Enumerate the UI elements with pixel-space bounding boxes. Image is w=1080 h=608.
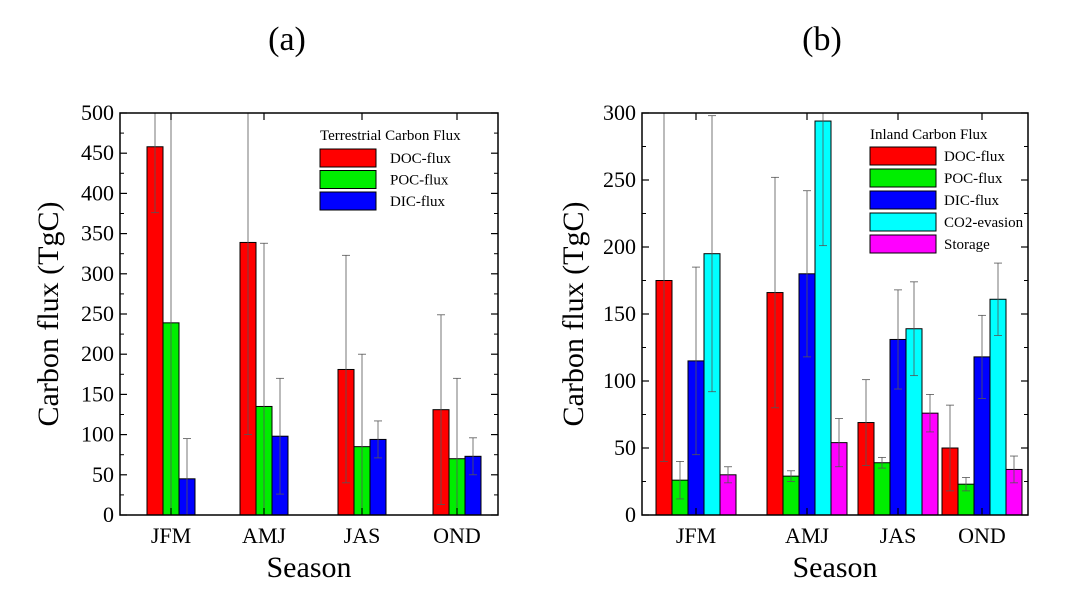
legend-label: Storage <box>944 237 990 253</box>
bar <box>873 462 891 515</box>
plot-area <box>146 113 482 515</box>
panel-label: (a) <box>268 21 306 58</box>
y-axis-title: Carbon flux (TgC) <box>557 202 590 427</box>
legend-title: Terrestrial Carbon Flux <box>320 128 461 144</box>
x-tick-label: OND <box>958 523 1006 548</box>
x-axis-title: Season <box>267 551 352 584</box>
y-tick-label: 0 <box>103 502 114 527</box>
x-tick-label: AMJ <box>242 523 286 548</box>
legend-label: DOC-flux <box>944 149 1005 165</box>
y-tick-label: 400 <box>81 180 114 205</box>
x-tick-label: JAS <box>880 523 917 548</box>
y-tick-label: 300 <box>603 100 636 125</box>
legend-swatch <box>319 170 377 189</box>
chart-panel-a: (a) 0 50 100 150 200 250 300 350 400 450 500 JFM AMJ J… <box>32 21 499 584</box>
x-tick-label: JFM <box>151 523 191 548</box>
chart-panel-b: (b) 0 50 100 150 200 250 300 JFM AMJ JAS OND Season C… <box>557 21 1029 584</box>
legend-label: POC-flux <box>944 171 1003 187</box>
legend-swatch <box>869 212 937 232</box>
x-tick-label: JAS <box>344 523 381 548</box>
y-tick-label: 300 <box>81 261 114 286</box>
legend-label: CO2-evasion <box>944 215 1024 231</box>
y-tick-label: 250 <box>81 301 114 326</box>
x-tick-label: JFM <box>676 523 716 548</box>
y-tick-label: 100 <box>81 422 114 447</box>
bar <box>782 475 800 515</box>
legend-label: DIC-flux <box>944 193 999 209</box>
legend-label: POC-flux <box>390 173 449 189</box>
y-tick-label: 50 <box>92 462 114 487</box>
y-tick-label: 150 <box>81 381 114 406</box>
y-tick-label: 500 <box>81 100 114 125</box>
legend-label: DIC-flux <box>390 194 445 210</box>
x-tick-label: OND <box>433 523 481 548</box>
y-tick-label: 350 <box>81 221 114 246</box>
x-axis-title: Season <box>793 551 878 584</box>
y-tick-label: 250 <box>603 167 636 192</box>
y-tick-label: 200 <box>603 234 636 259</box>
panel-label: (b) <box>802 21 842 58</box>
x-tick-label: AMJ <box>785 523 829 548</box>
y-tick-label: 200 <box>81 341 114 366</box>
y-axis-title: Carbon flux (TgC) <box>32 202 65 427</box>
y-tick-label: 50 <box>614 435 636 460</box>
legend-title: Inland Carbon Flux <box>870 127 988 143</box>
legend-swatch <box>319 148 377 168</box>
legend-label: DOC-flux <box>390 151 451 167</box>
legend-swatch <box>869 234 937 254</box>
legend-swatch <box>319 191 377 211</box>
y-tick-label: 150 <box>603 301 636 326</box>
legend-swatch <box>869 146 937 166</box>
legend-swatch <box>869 168 937 188</box>
legend-swatch <box>869 190 937 210</box>
y-tick-label: 450 <box>81 140 114 165</box>
plot-area <box>655 113 1023 515</box>
y-tick-label: 0 <box>625 502 636 527</box>
y-tick-label: 100 <box>603 368 636 393</box>
